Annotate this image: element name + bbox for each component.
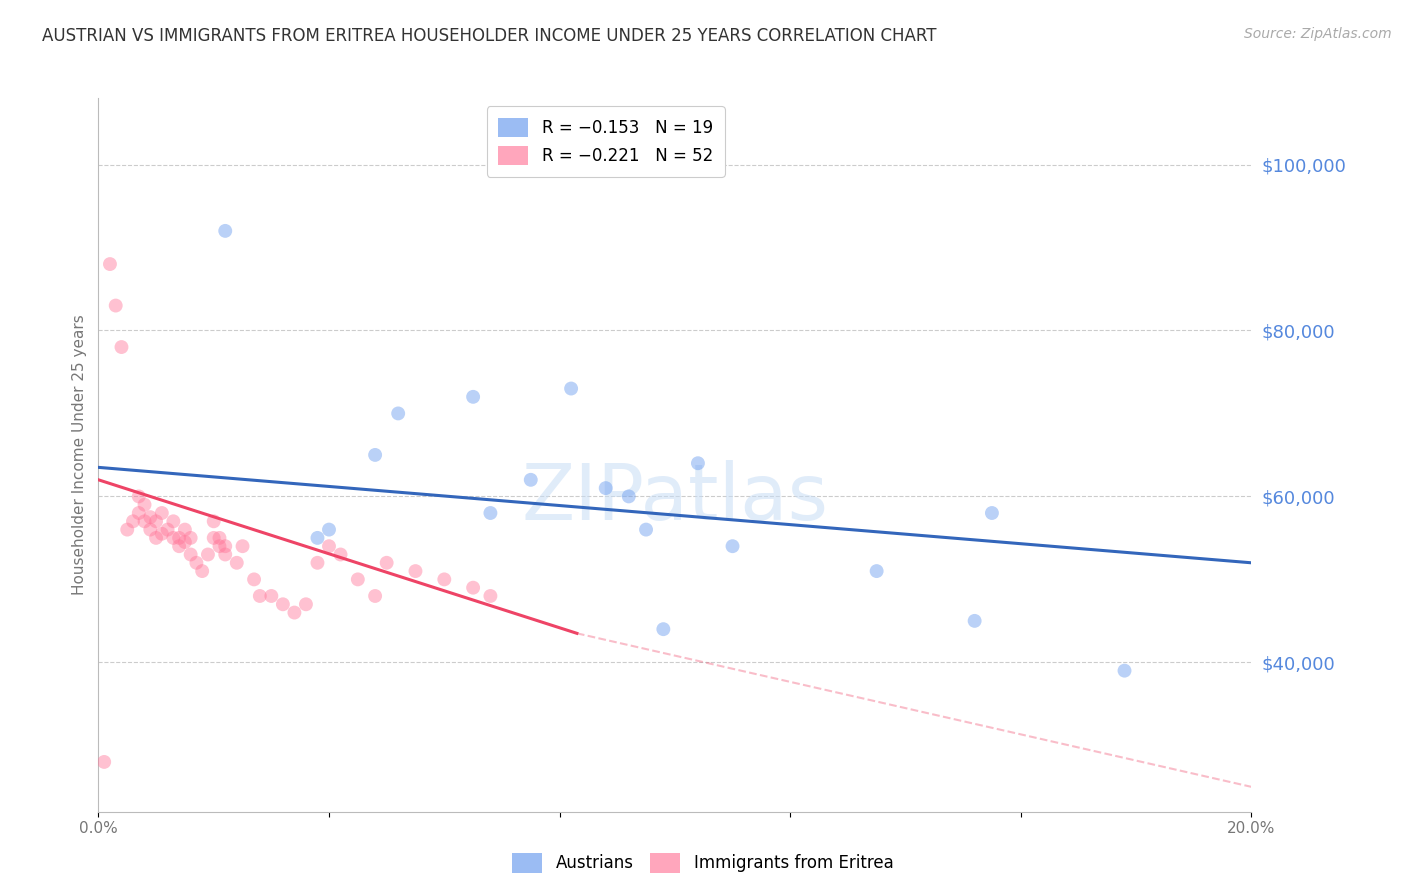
Point xyxy=(617,490,640,504)
Point xyxy=(145,531,167,545)
Y-axis label: Householder Income Under 25 years: Householder Income Under 25 years xyxy=(72,315,87,595)
Point xyxy=(329,548,352,562)
Point xyxy=(283,606,305,620)
Point xyxy=(433,573,456,587)
Text: ZIPatlas: ZIPatlas xyxy=(522,459,828,536)
Point xyxy=(243,573,266,587)
Point xyxy=(214,539,236,553)
Point xyxy=(479,589,502,603)
Legend: R = −0.153   N = 19, R = −0.221   N = 52: R = −0.153 N = 19, R = −0.221 N = 52 xyxy=(486,106,724,177)
Point xyxy=(162,531,184,545)
Point xyxy=(174,535,197,549)
Point xyxy=(139,523,162,537)
Point xyxy=(479,506,502,520)
Point xyxy=(560,382,582,396)
Point xyxy=(318,539,340,553)
Point xyxy=(202,514,225,528)
Point xyxy=(128,490,150,504)
Point xyxy=(208,539,231,553)
Point xyxy=(167,531,190,545)
Text: Source: ZipAtlas.com: Source: ZipAtlas.com xyxy=(1244,27,1392,41)
Point xyxy=(461,390,484,404)
Point xyxy=(636,523,658,537)
Legend: Austrians, Immigrants from Eritrea: Austrians, Immigrants from Eritrea xyxy=(506,847,900,880)
Point xyxy=(307,531,329,545)
Point xyxy=(186,556,208,570)
Point xyxy=(139,510,162,524)
Point xyxy=(150,506,173,520)
Point xyxy=(231,539,254,553)
Point xyxy=(214,548,236,562)
Point xyxy=(214,224,236,238)
Point xyxy=(197,548,219,562)
Point xyxy=(225,556,247,570)
Point xyxy=(387,406,409,420)
Point xyxy=(260,589,283,603)
Point xyxy=(174,523,197,537)
Point xyxy=(981,506,1004,520)
Point xyxy=(145,514,167,528)
Point xyxy=(652,622,675,636)
Point xyxy=(375,556,398,570)
Point xyxy=(405,564,427,578)
Point xyxy=(249,589,271,603)
Point xyxy=(202,531,225,545)
Text: AUSTRIAN VS IMMIGRANTS FROM ERITREA HOUSEHOLDER INCOME UNDER 25 YEARS CORRELATIO: AUSTRIAN VS IMMIGRANTS FROM ERITREA HOUS… xyxy=(42,27,936,45)
Point xyxy=(364,448,387,462)
Point xyxy=(150,526,173,541)
Point xyxy=(98,257,121,271)
Point xyxy=(520,473,543,487)
Point xyxy=(93,755,115,769)
Point xyxy=(461,581,484,595)
Point xyxy=(104,299,127,313)
Point xyxy=(180,531,202,545)
Point xyxy=(364,589,387,603)
Point xyxy=(721,539,744,553)
Point xyxy=(156,523,179,537)
Point xyxy=(686,456,709,470)
Point xyxy=(134,498,156,512)
Point xyxy=(866,564,889,578)
Point xyxy=(180,548,202,562)
Point xyxy=(307,556,329,570)
Point xyxy=(110,340,132,354)
Point xyxy=(963,614,986,628)
Point xyxy=(595,481,617,495)
Point xyxy=(208,531,231,545)
Point xyxy=(346,573,368,587)
Point xyxy=(1114,664,1136,678)
Point xyxy=(191,564,214,578)
Point xyxy=(167,539,190,553)
Point xyxy=(122,514,145,528)
Point xyxy=(162,514,184,528)
Point xyxy=(318,523,340,537)
Point xyxy=(271,597,294,611)
Point xyxy=(117,523,139,537)
Point xyxy=(295,597,318,611)
Point xyxy=(134,514,156,528)
Point xyxy=(128,506,150,520)
